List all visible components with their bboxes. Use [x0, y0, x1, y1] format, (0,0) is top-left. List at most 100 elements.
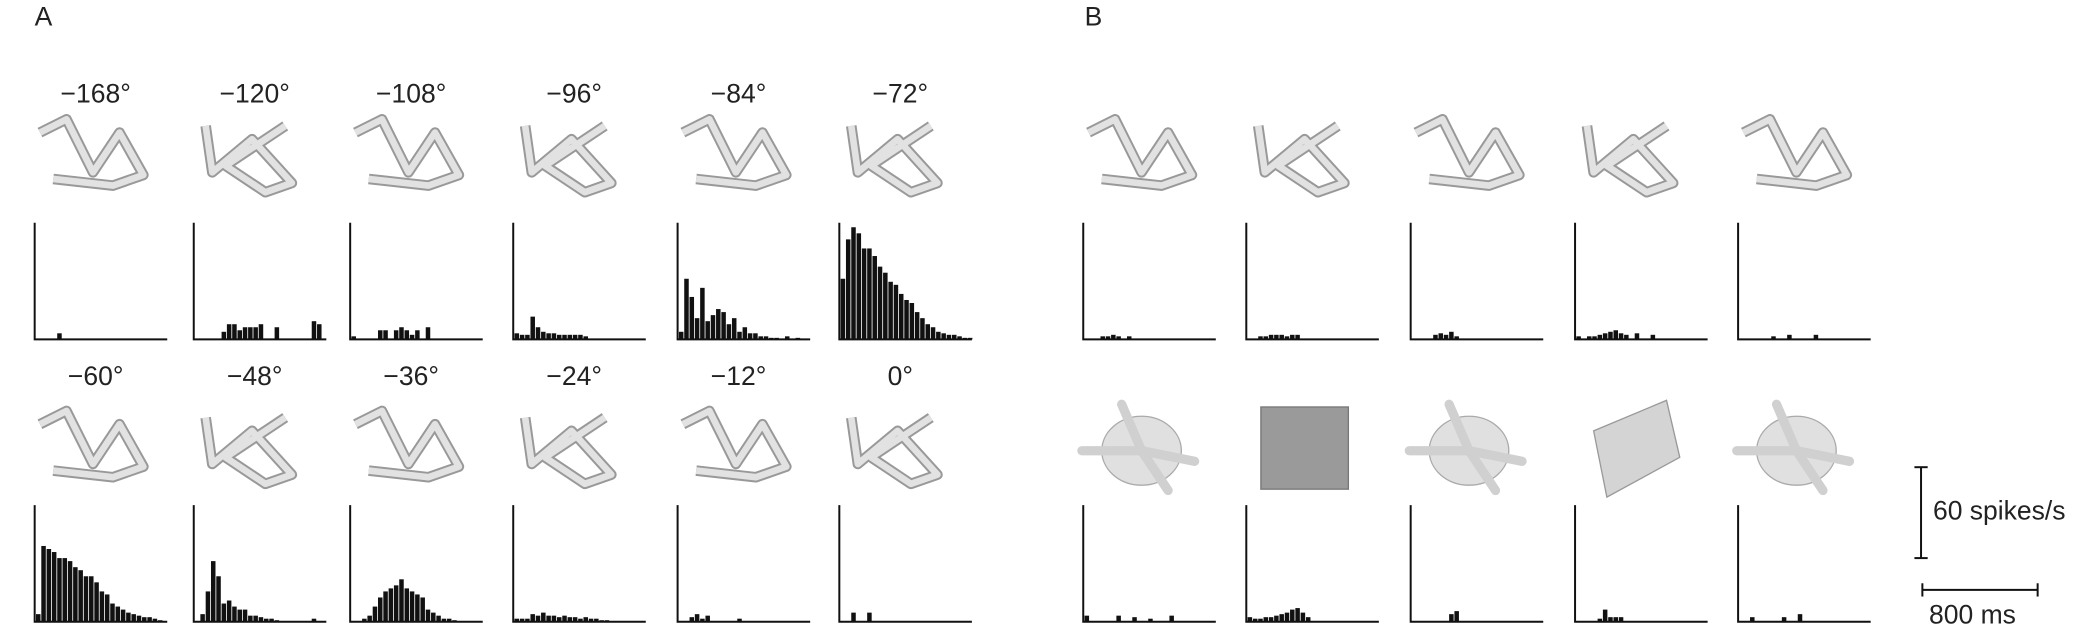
histogram-bar: [1263, 336, 1269, 340]
histogram-bar: [258, 324, 264, 340]
histogram-bar: [588, 618, 594, 622]
scale-label: 60 spikes/s: [1933, 496, 2066, 526]
histogram-bar: [1613, 330, 1619, 340]
angle-label: −12°: [711, 361, 767, 391]
histogram-bar: [689, 617, 695, 622]
angle-label: −168°: [61, 78, 131, 108]
histogram-bar: [78, 570, 83, 622]
histogram-bar: [1247, 617, 1253, 622]
histogram-bar: [362, 618, 367, 622]
histogram-bar: [551, 333, 557, 340]
histogram-bar: [1274, 334, 1279, 340]
histogram-bar: [567, 617, 573, 622]
histogram-bar: [1454, 611, 1459, 622]
histogram-bar: [737, 331, 742, 340]
histogram-bar: [253, 327, 258, 340]
panel-label: A: [35, 2, 53, 32]
object: [847, 123, 941, 196]
axis: [33, 222, 168, 341]
histogram-bar: [914, 312, 920, 340]
histogram-bar: [393, 585, 399, 622]
histogram-bar: [205, 591, 211, 622]
axis: [192, 505, 327, 623]
histogram-bar: [567, 334, 573, 340]
object-spike: [1464, 446, 1501, 496]
histogram-bar: [221, 331, 227, 340]
histogram-bar: [909, 303, 915, 340]
histogram-bar: [378, 330, 383, 340]
histogram-bar: [237, 330, 243, 340]
histogram-bar: [393, 330, 399, 340]
histogram-bar: [546, 615, 551, 622]
histogram-bar: [700, 618, 705, 622]
histogram-bar: [1290, 609, 1295, 622]
axis: [838, 505, 972, 623]
histogram-bar: [264, 618, 269, 622]
histogram-bar: [317, 324, 322, 340]
histogram-bar: [726, 324, 732, 340]
histogram-bar: [888, 281, 893, 340]
histogram-bar: [1438, 333, 1444, 340]
histogram-bar: [784, 336, 790, 340]
object: [202, 123, 296, 196]
histogram-bar: [952, 334, 957, 340]
histogram-bar: [1274, 615, 1279, 622]
histogram-bar: [753, 333, 758, 340]
histogram-bar: [710, 315, 716, 340]
axis: [33, 505, 168, 623]
histogram-bar: [120, 609, 126, 622]
histogram-bar: [383, 330, 388, 340]
histogram-bar: [1586, 336, 1592, 340]
histogram-bar: [73, 567, 78, 622]
axis: [1574, 222, 1708, 341]
histogram-bar: [1258, 336, 1263, 340]
histogram-bar: [1602, 333, 1608, 340]
histogram-bar: [1268, 334, 1274, 340]
histogram-bar: [535, 327, 541, 340]
histogram-bar: [678, 331, 684, 340]
histogram-bar: [388, 588, 394, 622]
histogram-bar: [436, 615, 441, 622]
histogram-bar: [861, 248, 867, 340]
histogram-bar: [258, 617, 264, 622]
object: [1260, 406, 1350, 490]
histogram-bar: [274, 327, 280, 340]
histogram-bar: [742, 327, 748, 340]
histogram-bar: [840, 278, 846, 340]
histogram-bar: [409, 334, 415, 340]
histogram-bar: [62, 558, 68, 622]
histogram-bar: [1284, 612, 1290, 622]
histogram-bar: [431, 612, 436, 622]
histogram-bar: [694, 614, 700, 622]
histogram-bar: [57, 558, 62, 622]
object-spike: [1444, 399, 1474, 456]
histogram-bar: [867, 248, 872, 340]
histogram-bar: [893, 284, 899, 340]
histogram-bar: [1650, 334, 1656, 340]
histogram-bar: [142, 617, 147, 622]
object-spike: [1117, 399, 1147, 456]
histogram-bar: [705, 615, 710, 622]
histogram-bar: [269, 618, 274, 622]
histogram-bar: [1608, 617, 1613, 622]
histogram-bar: [519, 618, 525, 622]
object-spike: [1791, 446, 1828, 496]
histogram-bar: [1132, 617, 1137, 622]
histogram-bar: [845, 239, 851, 340]
histogram-bar: [1787, 334, 1792, 340]
object: [847, 414, 941, 488]
histogram-bar: [441, 618, 447, 622]
histogram-bar: [232, 324, 237, 340]
histogram-bar: [856, 233, 862, 340]
histogram-bar: [530, 316, 535, 340]
histogram-bar: [253, 615, 258, 622]
histogram-bar: [1634, 333, 1640, 340]
histogram-bar: [152, 618, 158, 622]
histogram-bar: [46, 549, 52, 622]
histogram-bar: [541, 612, 546, 622]
axis: [512, 222, 646, 341]
histogram-bar: [1781, 617, 1787, 622]
histogram-bar: [1592, 336, 1597, 340]
histogram-bar: [694, 318, 700, 340]
